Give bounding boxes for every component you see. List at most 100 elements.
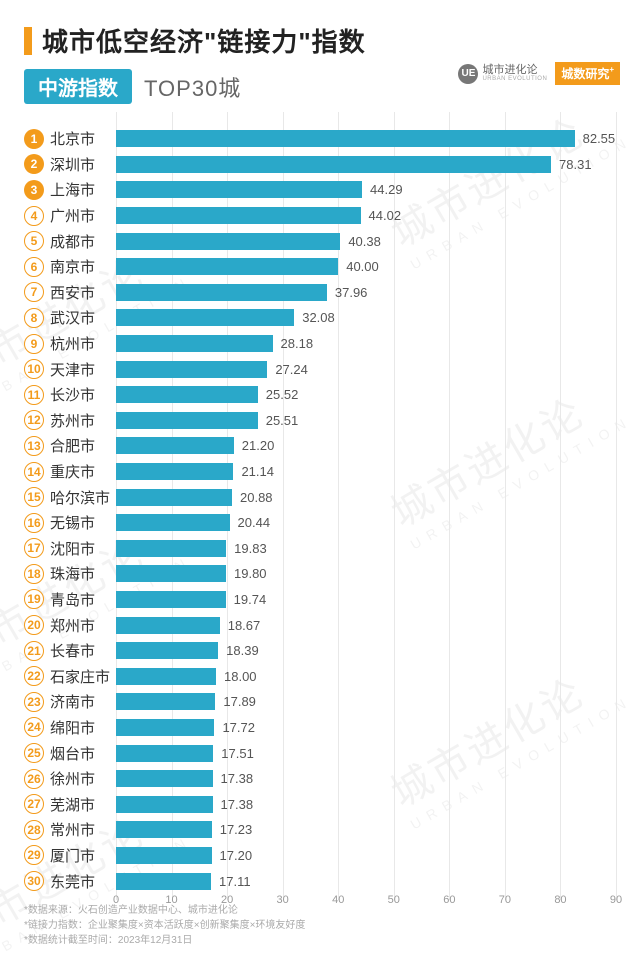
bar-value: 17.38 — [213, 771, 254, 786]
rank-badge: 5 — [24, 231, 44, 251]
rank-badge: 8 — [24, 308, 44, 328]
bar-row: 27芜湖市17.38 — [24, 791, 616, 817]
rank-badge: 9 — [24, 334, 44, 354]
bar-value: 17.51 — [213, 746, 254, 761]
city-label: 珠海市 — [44, 563, 116, 584]
bar-area: 20.88 — [116, 484, 616, 510]
logo-ue-icon: UE — [458, 64, 478, 84]
bar — [116, 770, 213, 787]
rank-badge: 28 — [24, 820, 44, 840]
city-label: 芜湖市 — [44, 794, 116, 815]
bar-value: 17.38 — [213, 797, 254, 812]
bar-area: 40.00 — [116, 254, 616, 280]
bar-area: 78.31 — [116, 152, 616, 178]
bar — [116, 437, 234, 454]
bar-area: 25.51 — [116, 408, 616, 434]
subtitle-text: TOP30城 — [144, 71, 241, 103]
rank-badge: 18 — [24, 564, 44, 584]
city-label: 长春市 — [44, 640, 116, 661]
bar-row: 8武汉市32.08 — [24, 305, 616, 331]
bar — [116, 591, 226, 608]
city-label: 郑州市 — [44, 615, 116, 636]
city-label: 青岛市 — [44, 589, 116, 610]
city-label: 无锡市 — [44, 512, 116, 533]
bar — [116, 386, 258, 403]
bar-row: 24绵阳市17.72 — [24, 715, 616, 741]
bar — [116, 719, 214, 736]
bar-row: 21长春市18.39 — [24, 638, 616, 664]
bar-row: 15哈尔滨市20.88 — [24, 484, 616, 510]
logo-research: 城数研究+ — [555, 62, 620, 85]
city-label: 成都市 — [44, 231, 116, 252]
rank-badge: 11 — [24, 385, 44, 405]
rank-badge: 26 — [24, 769, 44, 789]
city-label: 济南市 — [44, 691, 116, 712]
bar-value: 20.44 — [230, 515, 271, 530]
bar-area: 17.89 — [116, 689, 616, 715]
city-label: 厦门市 — [44, 845, 116, 866]
logo-urban-evolution: UE 城市进化论 URBAN EVOLUTION — [458, 64, 547, 84]
bar-row: 19青岛市19.74 — [24, 587, 616, 613]
bar-value: 44.02 — [361, 208, 402, 223]
bar-area: 21.14 — [116, 459, 616, 485]
bar-value: 18.00 — [216, 669, 257, 684]
bar-area: 18.67 — [116, 612, 616, 638]
bar-area: 17.11 — [116, 868, 616, 894]
bar-row: 4广州市44.02 — [24, 203, 616, 229]
bar-area: 82.55 — [116, 126, 616, 152]
city-label: 武汉市 — [44, 307, 116, 328]
bar-area: 17.72 — [116, 715, 616, 741]
bar-value: 19.74 — [226, 592, 267, 607]
bar-area: 17.51 — [116, 740, 616, 766]
rank-badge: 17 — [24, 538, 44, 558]
bar-row: 17沈阳市19.83 — [24, 536, 616, 562]
bar-area: 21.20 — [116, 433, 616, 459]
city-label: 沈阳市 — [44, 538, 116, 559]
bar-area: 17.23 — [116, 817, 616, 843]
bar-area: 18.39 — [116, 638, 616, 664]
rank-badge: 25 — [24, 743, 44, 763]
rank-badge: 29 — [24, 845, 44, 865]
bar — [116, 181, 362, 198]
bar — [116, 412, 258, 429]
footer-line-1: *数据来源：火石创造产业数据中心、城市进化论 — [24, 903, 305, 918]
bar-value: 17.72 — [214, 720, 255, 735]
bar-value: 17.20 — [212, 848, 253, 863]
main-title: 城市低空经济"链接力"指数 — [42, 22, 366, 59]
city-label: 广州市 — [44, 205, 116, 226]
city-label: 杭州市 — [44, 333, 116, 354]
logo-ue-cn: 城市进化论 — [482, 65, 547, 76]
bar-area: 19.83 — [116, 536, 616, 562]
bar-area: 25.52 — [116, 382, 616, 408]
footer-line-2: *链接力指数：企业聚集度×资本活跃度×创新聚集度×环境友好度 — [24, 918, 305, 933]
city-label: 东莞市 — [44, 871, 116, 892]
x-tick: 70 — [499, 894, 511, 906]
bar-value: 25.52 — [258, 387, 299, 402]
city-label: 常州市 — [44, 819, 116, 840]
bar — [116, 258, 338, 275]
rank-badge: 2 — [24, 154, 44, 174]
bar-area: 20.44 — [116, 510, 616, 536]
bar-value: 40.00 — [338, 259, 379, 274]
bar — [116, 233, 340, 250]
rank-badge: 3 — [24, 180, 44, 200]
bar-area: 19.80 — [116, 561, 616, 587]
city-label: 北京市 — [44, 128, 116, 149]
bar-row: 11长沙市25.52 — [24, 382, 616, 408]
city-label: 石家庄市 — [44, 666, 116, 687]
bar-area: 19.74 — [116, 587, 616, 613]
bar-value: 17.23 — [212, 822, 253, 837]
rank-badge: 1 — [24, 129, 44, 149]
bar-row: 12苏州市25.51 — [24, 408, 616, 434]
bar-row: 28常州市 17.23 — [24, 817, 616, 843]
x-tick: 60 — [443, 894, 455, 906]
bar — [116, 284, 327, 301]
bar-row: 2深圳市78.31 — [24, 152, 616, 178]
x-tick: 40 — [332, 894, 344, 906]
bar-row: 10天津市27.24 — [24, 356, 616, 382]
city-label: 天津市 — [44, 359, 116, 380]
bar-value: 17.11 — [211, 874, 251, 889]
bar — [116, 514, 230, 531]
bar-row: 6南京市40.00 — [24, 254, 616, 280]
footer-notes: *数据来源：火石创造产业数据中心、城市进化论 *链接力指数：企业聚集度×资本活跃… — [24, 903, 305, 948]
